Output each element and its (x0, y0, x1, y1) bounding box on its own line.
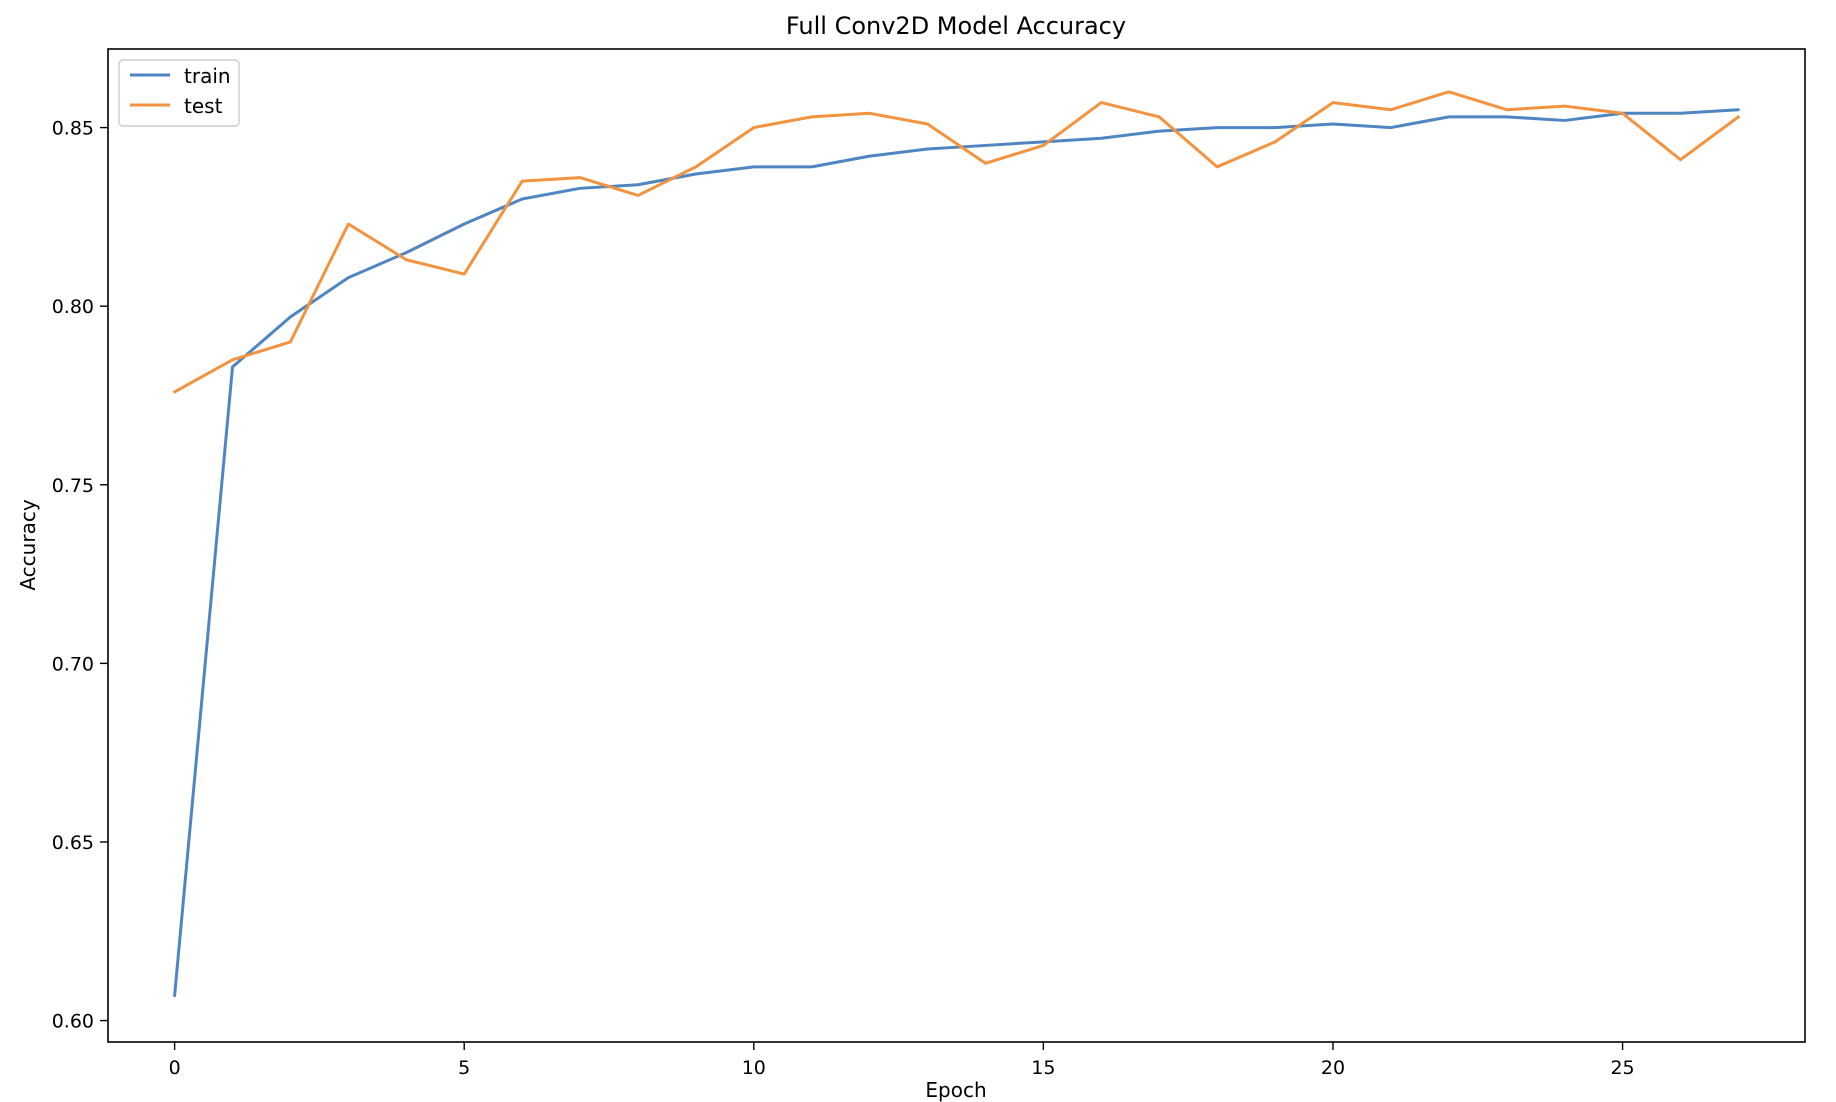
legend-test-label: test (184, 94, 223, 118)
y-tick-label-0.80: 0.80 (52, 296, 94, 318)
x-axis-ticks: 0 5 10 15 20 25 (169, 1042, 1635, 1079)
series-line-test (173, 90, 1740, 394)
series-line-train (173, 108, 1740, 998)
x-tick-label-20: 20 (1321, 1057, 1345, 1079)
y-tick-label-0.60: 0.60 (52, 1011, 94, 1033)
chart-title: Full Conv2D Model Accuracy (786, 12, 1126, 40)
y-axis-label: Accuracy (16, 499, 40, 590)
x-tick-label-25: 25 (1610, 1057, 1634, 1079)
legend-train-label: train (184, 64, 231, 88)
plot-frame (107, 48, 1806, 1043)
y-tick-label-0.65: 0.65 (52, 832, 94, 854)
series-layer (173, 90, 1740, 998)
x-axis-label: Epoch (925, 1078, 986, 1102)
x-tick-label-0: 0 (169, 1057, 181, 1079)
x-tick-label-10: 10 (742, 1057, 766, 1079)
legend: train test (118, 59, 240, 127)
x-tick-label-15: 15 (1031, 1057, 1055, 1079)
x-tick-label-5: 5 (458, 1057, 470, 1079)
y-tick-label-0.85: 0.85 (52, 118, 94, 140)
y-axis-ticks: 0.60 0.65 0.70 0.75 0.80 0.85 (52, 118, 108, 1033)
y-tick-label-0.70: 0.70 (52, 653, 94, 675)
y-tick-label-0.75: 0.75 (52, 475, 94, 497)
